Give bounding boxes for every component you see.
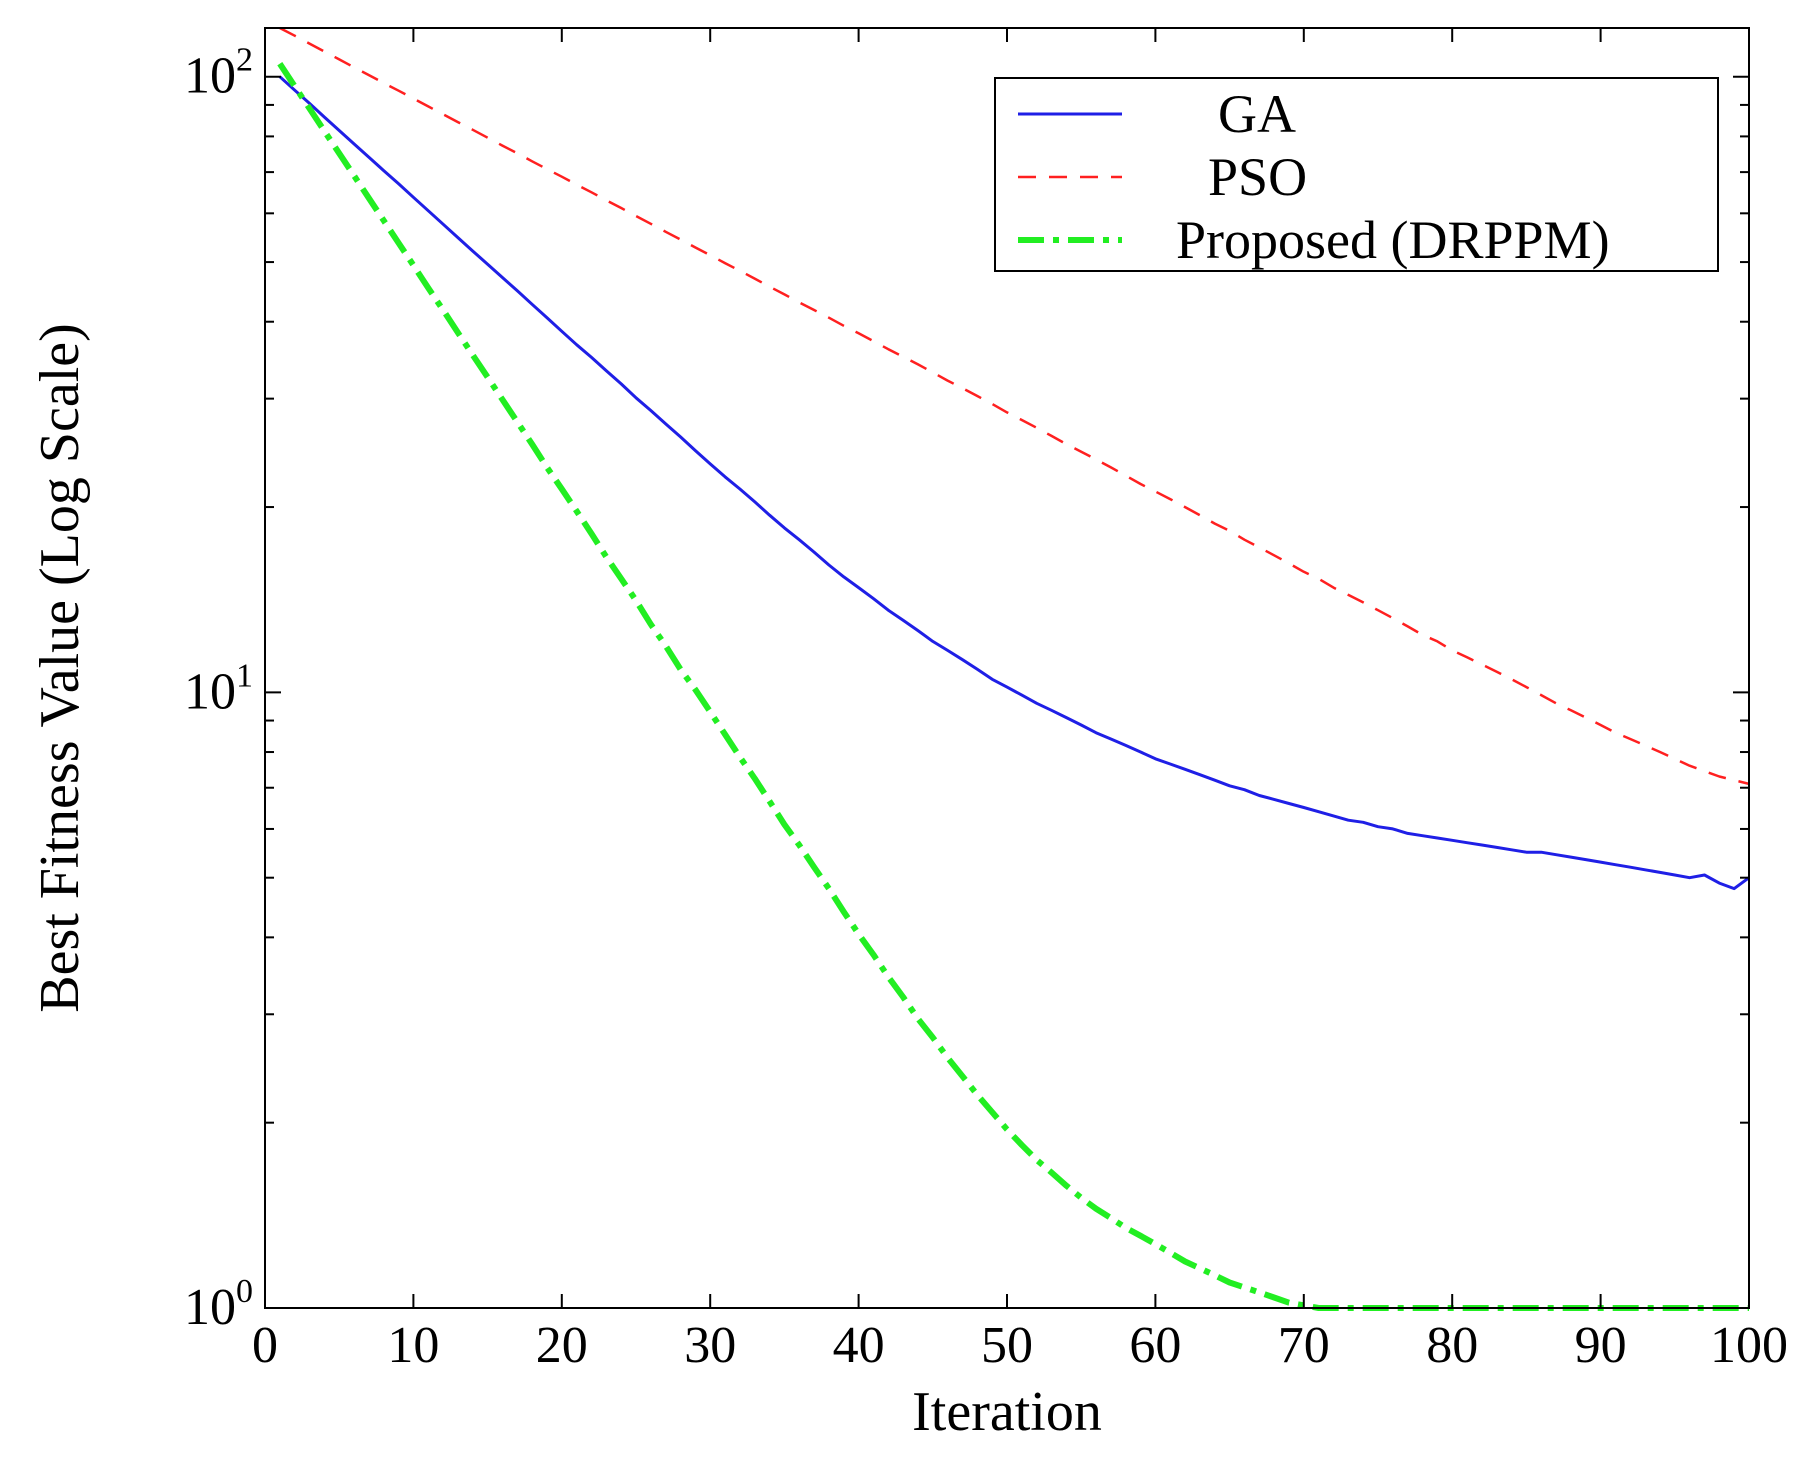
x-tick-label-7: 70 — [1278, 1317, 1330, 1374]
x-tick-label-5: 50 — [981, 1317, 1033, 1374]
legend-box — [994, 77, 1719, 272]
legend-label-0: GA — [1218, 84, 1296, 144]
series-line-0 — [278, 75, 1750, 891]
x-tick-labels: 0 10 20 30 40 50 60 70 80 90 100 — [252, 1317, 1788, 1374]
x-tick-label-10: 100 — [1710, 1317, 1788, 1374]
ticks-layer — [264, 28, 1750, 1309]
x-tick-label-2: 20 — [536, 1317, 588, 1374]
legend-label-1: PSO — [1208, 147, 1307, 207]
y-tick-label-2: 102 — [184, 42, 253, 105]
x-tick-label-6: 60 — [1129, 1317, 1181, 1374]
x-tick-label-9: 90 — [1575, 1317, 1627, 1374]
x-tick-label-0: 0 — [252, 1317, 278, 1374]
y-tick-label-1: 101 — [184, 657, 253, 720]
x-axis-label: Iteration — [912, 1381, 1102, 1443]
y-tick-label-exponent-0: 0 — [236, 1273, 253, 1310]
y-tick-label-base-0: 10 — [184, 1279, 236, 1336]
x-tick-label-3: 30 — [684, 1317, 736, 1374]
y-tick-label-exponent-1: 1 — [236, 657, 253, 694]
y-tick-label-base-1: 10 — [184, 663, 236, 720]
y-tick-label-exponent-2: 2 — [236, 42, 253, 79]
x-tick-label-1: 10 — [387, 1317, 439, 1374]
legend-label-2: Proposed (DRPPM) — [1176, 210, 1610, 270]
y-tick-label-base-2: 10 — [184, 48, 236, 105]
series-layer — [277, 26, 1750, 1311]
x-tick-label-4: 40 — [833, 1317, 885, 1374]
y-tick-label-0: 100 — [184, 1273, 253, 1336]
x-tick-label-8: 80 — [1426, 1317, 1478, 1374]
series-line-2 — [277, 62, 1749, 1311]
y-axis-label: Best Fitness Value (Log Scale) — [29, 323, 91, 1013]
